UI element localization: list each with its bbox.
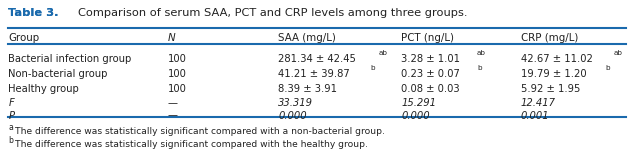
- Text: 100: 100: [168, 84, 186, 94]
- Text: CRP (mg/L): CRP (mg/L): [521, 33, 578, 43]
- Text: ab: ab: [379, 50, 387, 56]
- Text: 0.001: 0.001: [521, 111, 550, 121]
- Text: Comparison of serum SAA, PCT and CRP levels among three groups.: Comparison of serum SAA, PCT and CRP lev…: [78, 8, 468, 18]
- Text: F: F: [8, 98, 14, 108]
- Text: 0.23 ± 0.07: 0.23 ± 0.07: [401, 69, 460, 79]
- Text: Table 3.: Table 3.: [8, 8, 63, 18]
- Text: ab: ab: [477, 50, 486, 56]
- Text: 19.79 ± 1.20: 19.79 ± 1.20: [521, 69, 586, 79]
- Text: 3.28 ± 1.01: 3.28 ± 1.01: [401, 54, 460, 64]
- Text: Non-bacterial group: Non-bacterial group: [8, 69, 107, 79]
- Text: Bacterial infection group: Bacterial infection group: [8, 54, 131, 64]
- Text: 0.000: 0.000: [401, 111, 430, 121]
- Text: P: P: [8, 111, 15, 121]
- Text: 15.291: 15.291: [401, 98, 436, 108]
- Text: The difference was statistically significant compared with a non-bacterial group: The difference was statistically signifi…: [15, 127, 384, 136]
- Text: SAA (mg/L): SAA (mg/L): [278, 33, 336, 43]
- Text: —: —: [168, 98, 178, 108]
- Text: 8.39 ± 3.91: 8.39 ± 3.91: [278, 84, 337, 94]
- Text: 100: 100: [168, 54, 186, 64]
- Text: a: a: [8, 123, 13, 132]
- Text: The difference was statistically significant compared with the healthy group.: The difference was statistically signifi…: [15, 140, 367, 149]
- Text: 12.417: 12.417: [521, 98, 556, 108]
- Text: 281.34 ± 42.45: 281.34 ± 42.45: [278, 54, 356, 64]
- Text: 5.92 ± 1.95: 5.92 ± 1.95: [521, 84, 580, 94]
- Text: —: —: [168, 111, 178, 121]
- Text: b: b: [605, 64, 610, 71]
- Text: b: b: [370, 64, 375, 71]
- Text: b: b: [8, 136, 13, 145]
- Text: Healthy group: Healthy group: [8, 84, 79, 94]
- Text: 0.08 ± 0.03: 0.08 ± 0.03: [401, 84, 459, 94]
- Text: b: b: [477, 64, 482, 71]
- Text: 33.319: 33.319: [278, 98, 313, 108]
- Text: 0.000: 0.000: [278, 111, 307, 121]
- Text: N: N: [168, 33, 176, 43]
- Text: PCT (ng/L): PCT (ng/L): [401, 33, 454, 43]
- Text: Group: Group: [8, 33, 39, 43]
- Text: 42.67 ± 11.02: 42.67 ± 11.02: [521, 54, 593, 64]
- Text: 100: 100: [168, 69, 186, 79]
- Text: 41.21 ± 39.87: 41.21 ± 39.87: [278, 69, 350, 79]
- Text: Table 3.: Table 3.: [8, 8, 63, 18]
- Text: ab: ab: [614, 50, 623, 56]
